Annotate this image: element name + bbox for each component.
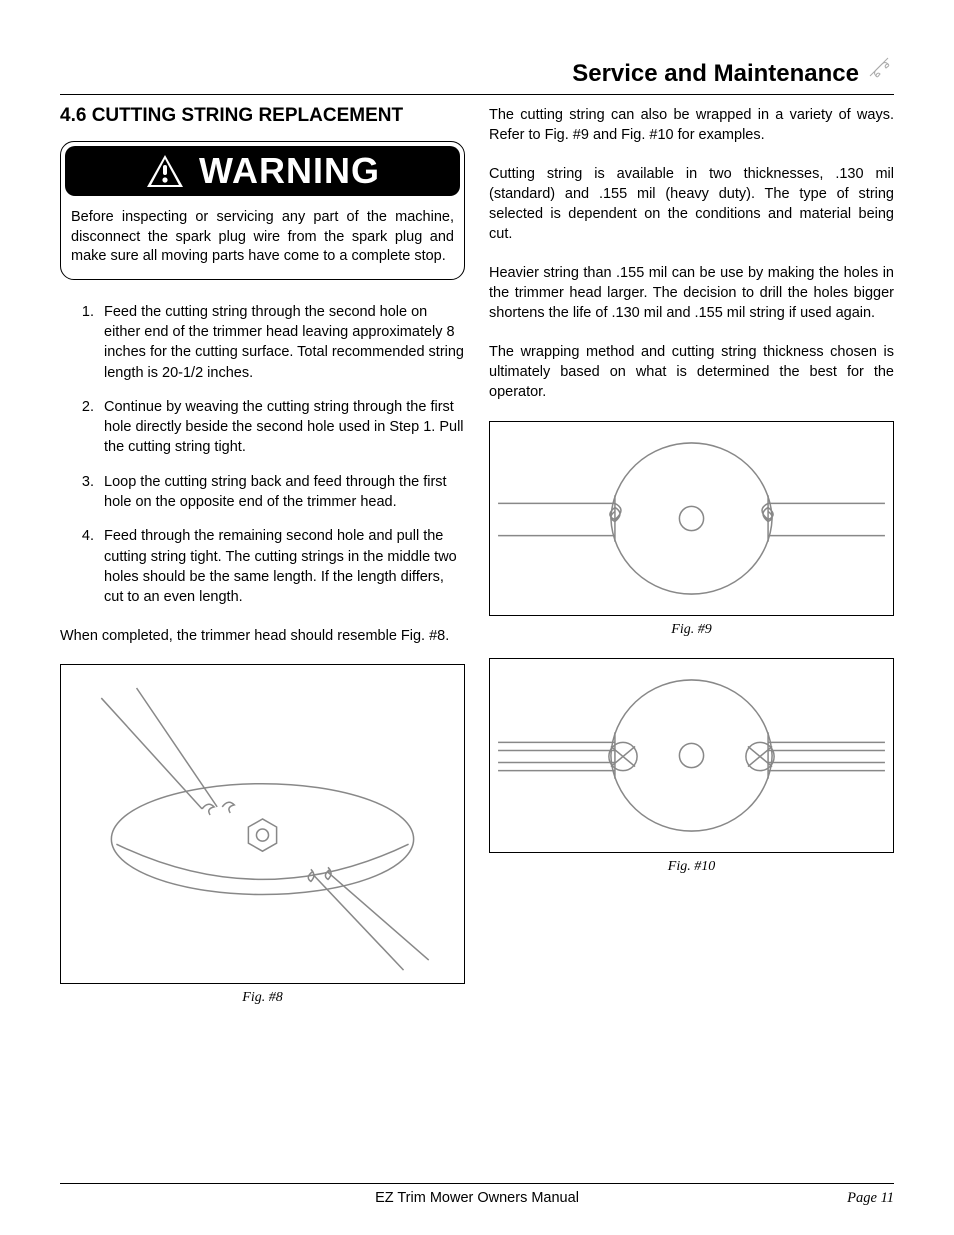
- header-title-text: Service and Maintenance: [572, 60, 859, 87]
- footer-rule: [60, 1183, 894, 1184]
- page: Service and Maintenance 4.6 CUTTING STRI…: [0, 0, 954, 1235]
- header-rule: [60, 94, 894, 95]
- section-title: 4.6 CUTTING STRING REPLACEMENT: [60, 105, 465, 127]
- footer-row: EZ Trim Mower Owners Manual Page 11: [60, 1190, 894, 1207]
- step-item: Loop the cutting string back and feed th…: [98, 472, 465, 513]
- left-column: 4.6 CUTTING STRING REPLACEMENT WARNING B…: [60, 105, 465, 1026]
- warning-header: WARNING: [65, 146, 460, 196]
- figure-10-caption: Fig. #10: [489, 859, 894, 875]
- step-item: Feed the cutting string through the seco…: [98, 302, 465, 383]
- right-column: The cutting string can also be wrapped i…: [489, 105, 894, 1026]
- warning-triangle-icon: [145, 153, 185, 189]
- right-p3: Heavier string than .155 mil can be use …: [489, 263, 894, 324]
- footer-left-spacer: [60, 1190, 140, 1207]
- steps-list: Feed the cutting string through the seco…: [60, 302, 465, 608]
- footer-center-text: EZ Trim Mower Owners Manual: [140, 1190, 814, 1207]
- warning-box: WARNING Before inspecting or servicing a…: [60, 141, 465, 280]
- right-p2: Cutting string is available in two thick…: [489, 164, 894, 245]
- right-p1: The cutting string can also be wrapped i…: [489, 105, 894, 146]
- right-p4: The wrapping method and cutting string t…: [489, 342, 894, 403]
- figure-10: [489, 658, 894, 853]
- warning-body: Before inspecting or servicing any part …: [71, 208, 454, 267]
- figure-9: [489, 421, 894, 616]
- step-item: Feed through the remaining second hole a…: [98, 526, 465, 607]
- page-header: Service and Maintenance: [60, 60, 894, 88]
- figure-8: [60, 664, 465, 984]
- page-footer: EZ Trim Mower Owners Manual Page 11: [60, 1183, 894, 1207]
- completion-note: When completed, the trimmer head should …: [60, 626, 465, 646]
- footer-page-number: Page 11: [814, 1190, 894, 1207]
- figure-9-caption: Fig. #9: [489, 622, 894, 638]
- content-columns: 4.6 CUTTING STRING REPLACEMENT WARNING B…: [60, 105, 894, 1026]
- step-item: Continue by weaving the cutting string t…: [98, 397, 465, 458]
- tools-icon: [864, 52, 894, 82]
- warning-label: WARNING: [199, 150, 380, 192]
- figure-8-caption: Fig. #8: [60, 990, 465, 1006]
